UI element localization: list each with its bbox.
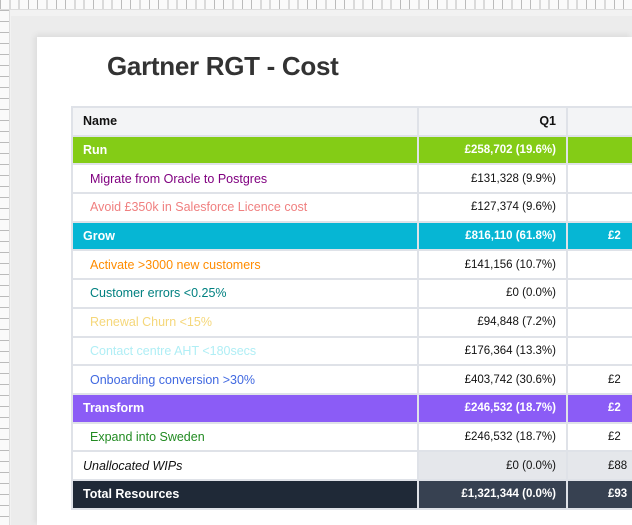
table-row[interactable]: Total Resources £1,321,344 (0.0%) £93 <box>71 478 632 510</box>
row-q1-value: £176,364 (13.3%) <box>417 335 568 367</box>
row-name: Activate >3000 new customers <box>71 249 419 281</box>
row-name: Migrate from Oracle to Postgres <box>71 163 419 195</box>
row-q2-value: £88 <box>566 450 632 481</box>
row-q2-value: £2 <box>566 392 632 424</box>
table-row[interactable]: Migrate from Oracle to Postgres £131,328 … <box>71 163 632 195</box>
row-q2-value <box>566 278 632 309</box>
row-q2-value <box>566 335 632 367</box>
row-q1-value: £816,110 (61.8%) <box>417 220 568 252</box>
row-name: Onboarding conversion >30% <box>71 364 419 395</box>
table-row[interactable]: Expand into Sweden £246,532 (18.7%) £2 <box>71 421 632 453</box>
horizontal-ruler <box>0 0 632 10</box>
table-row[interactable]: Run £258,702 (19.6%) <box>71 134 632 166</box>
row-q2-value: £2 <box>566 220 632 252</box>
row-q2-value <box>566 249 632 281</box>
row-q1-value: £258,702 (19.6%) <box>417 134 568 166</box>
row-q2-value: £93 <box>566 478 632 510</box>
row-name: Grow <box>71 220 419 252</box>
table-row[interactable]: Contact centre AHT <180secs £176,364 (13.… <box>71 335 632 367</box>
row-q1-value: £0 (0.0%) <box>417 278 568 309</box>
row-q2-value <box>566 134 632 166</box>
row-name: Customer errors <0.25% <box>71 278 419 309</box>
canvas: Gartner RGT - Cost Name Q1 Run £258,702 (… <box>11 16 632 525</box>
table-row[interactable]: Customer errors <0.25% £0 (0.0%) <box>71 278 632 309</box>
row-q1-value: £403,742 (30.6%) <box>417 364 568 395</box>
column-header-q1: Q1 <box>417 106 568 137</box>
table-header: Name Q1 <box>71 106 632 137</box>
row-q1-value: £0 (0.0%) <box>417 450 568 481</box>
row-q2-value: £2 <box>566 421 632 453</box>
row-name: Unallocated WIPs <box>71 450 419 481</box>
row-q1-value: £246,532 (18.7%) <box>417 421 568 453</box>
row-name: Transform <box>71 392 419 424</box>
row-q1-value: £1,321,344 (0.0%) <box>417 478 568 510</box>
vertical-ruler <box>0 10 10 525</box>
page-title: Gartner RGT - Cost <box>107 51 339 81</box>
row-name: Avoid £350k in Salesforce Licence cost <box>71 192 419 223</box>
row-q1-value: £246,532 (18.7%) <box>417 392 568 424</box>
row-name: Contact centre AHT <180secs <box>71 335 419 367</box>
row-q1-value: £94,848 (7.2%) <box>417 306 568 338</box>
table-row[interactable]: Renewal Churn <15% £94,848 (7.2%) <box>71 306 632 338</box>
table-row[interactable]: Avoid £350k in Salesforce Licence cost £1… <box>71 192 632 223</box>
row-q2-value <box>566 163 632 195</box>
column-header-name: Name <box>71 106 419 137</box>
row-name: Total Resources <box>71 478 419 510</box>
row-q2-value <box>566 306 632 338</box>
row-q1-value: £131,328 (9.9%) <box>417 163 568 195</box>
column-header-q2 <box>566 106 632 137</box>
table-row[interactable]: Transform £246,532 (18.7%) £2 <box>71 392 632 424</box>
row-name: Run <box>71 134 419 166</box>
row-name: Expand into Sweden <box>71 421 419 453</box>
table-row[interactable]: Grow £816,110 (61.8%) £2 <box>71 220 632 252</box>
table-row[interactable]: Unallocated WIPs £0 (0.0%) £88 <box>71 450 632 481</box>
table-row[interactable]: Onboarding conversion >30% £403,742 (30.6… <box>71 364 632 395</box>
row-name: Renewal Churn <15% <box>71 306 419 338</box>
row-q2-value <box>566 192 632 223</box>
cost-table: Name Q1 Run £258,702 (19.6%) Migrate from … <box>71 106 632 510</box>
row-q2-value: £2 <box>566 364 632 395</box>
table-row[interactable]: Activate >3000 new customers £141,156 (10… <box>71 249 632 281</box>
row-q1-value: £127,374 (9.6%) <box>417 192 568 223</box>
row-q1-value: £141,156 (10.7%) <box>417 249 568 281</box>
page: Gartner RGT - Cost Name Q1 Run £258,702 (… <box>37 37 632 525</box>
